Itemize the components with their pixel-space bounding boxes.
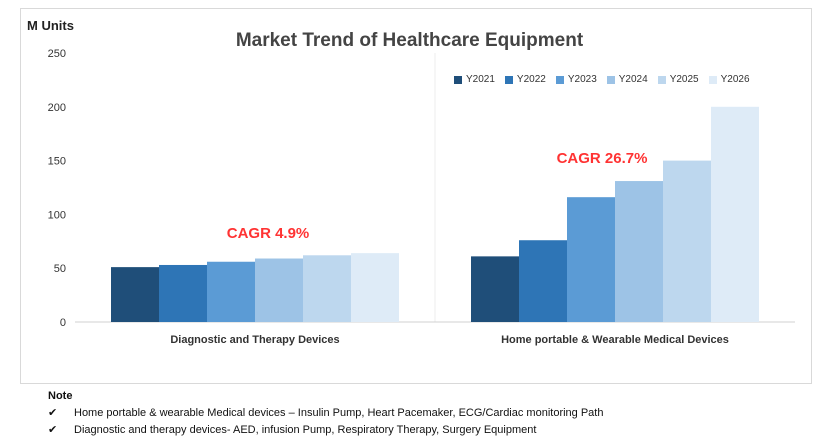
legend-swatch xyxy=(657,75,666,84)
x-category-label: Home portable & Wearable Medical Devices xyxy=(501,334,729,346)
legend-swatch xyxy=(606,75,615,84)
bar xyxy=(111,267,159,322)
legend-label: Y2025 xyxy=(669,74,699,85)
y-tick-label: 250 xyxy=(48,48,66,60)
legend-item: Y2025 xyxy=(657,74,699,85)
notes-section: Note ✔ Home portable & wearable Medical … xyxy=(48,390,603,439)
y-tick-label: 200 xyxy=(48,102,66,114)
y-tick-label: 150 xyxy=(48,156,66,168)
bar xyxy=(303,255,351,322)
legend-swatch xyxy=(555,75,564,84)
chart-title: Market Trend of Healthcare Equipment xyxy=(235,30,584,51)
legend-label: Y2022 xyxy=(516,74,546,85)
legend-label: Y2023 xyxy=(567,74,597,85)
legend-item: Y2026 xyxy=(708,74,750,85)
legend-item: Y2022 xyxy=(504,74,546,85)
bar xyxy=(255,258,303,322)
unit-label: M Units xyxy=(27,18,74,33)
note-text: Diagnostic and therapy devices- AED, inf… xyxy=(74,424,537,436)
y-tick-label: 50 xyxy=(54,263,66,275)
x-category-label: Diagnostic and Therapy Devices xyxy=(170,334,339,346)
bar xyxy=(615,181,663,322)
legend-label: Y2024 xyxy=(618,74,648,85)
bar xyxy=(519,240,567,322)
cagr-annotation: CAGR 4.9% xyxy=(227,225,310,242)
y-tick-label: 0 xyxy=(60,317,66,329)
y-tick-label: 100 xyxy=(48,209,66,221)
legend-item: Y2024 xyxy=(606,74,648,85)
legend-swatch xyxy=(708,75,717,84)
legend-swatch xyxy=(504,75,513,84)
check-icon: ✔ xyxy=(48,424,58,436)
bar xyxy=(711,106,759,322)
bar xyxy=(567,197,615,322)
notes-heading: Note xyxy=(48,390,73,402)
note-item: ✔ Home portable & wearable Medical devic… xyxy=(48,405,603,422)
bar xyxy=(159,264,207,322)
note-item: ✔ Diagnostic and therapy devices- AED, i… xyxy=(48,422,603,439)
legend-swatch xyxy=(454,75,462,84)
legend-item: Y2023 xyxy=(555,74,597,85)
note-text: Home portable & wearable Medical devices… xyxy=(74,407,604,419)
legend-label: Y2021 xyxy=(466,74,495,85)
legend-item: Y2021 xyxy=(454,74,495,85)
legend-label: Y2026 xyxy=(720,74,750,85)
bar xyxy=(351,253,399,322)
bar xyxy=(471,256,519,322)
bar xyxy=(207,261,255,322)
bar xyxy=(663,160,711,322)
cagr-annotation: CAGR 26.7% xyxy=(557,150,648,167)
check-icon: ✔ xyxy=(48,407,58,419)
legend: Y2021 Y2022 Y2023 Y2024 Y2025 Y2026 xyxy=(454,74,750,85)
